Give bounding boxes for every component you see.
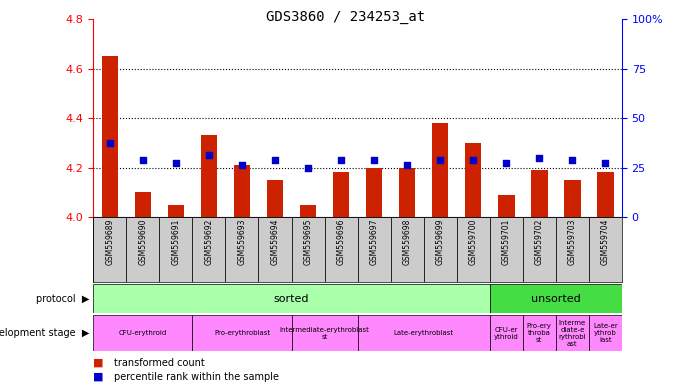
Text: transformed count: transformed count (114, 358, 205, 368)
Point (236, 162, 247, 168)
Text: GDS3860 / 234253_at: GDS3860 / 234253_at (266, 10, 425, 23)
Text: sorted: sorted (274, 293, 310, 304)
Bar (432, 123, 448, 217)
Text: ■: ■ (93, 372, 104, 382)
Text: GSM559699: GSM559699 (436, 219, 445, 265)
Bar (93, 217, 126, 282)
Text: GSM559695: GSM559695 (303, 219, 312, 265)
Bar (523, 217, 556, 282)
Bar (424, 217, 457, 282)
Bar (366, 167, 382, 217)
Bar (490, 217, 523, 282)
Text: GSM559692: GSM559692 (205, 219, 214, 265)
Text: GSM559690: GSM559690 (138, 219, 147, 265)
Text: GSM559703: GSM559703 (568, 219, 577, 265)
Bar (589, 315, 622, 351)
Bar (192, 315, 292, 351)
Bar (564, 180, 580, 217)
Bar (126, 217, 160, 282)
Text: GSM559691: GSM559691 (171, 219, 180, 265)
Point (533, 155, 545, 161)
Bar (457, 217, 490, 282)
Point (600, 159, 611, 166)
Bar (102, 56, 118, 217)
Bar (358, 315, 490, 351)
Point (468, 157, 479, 163)
Bar (490, 315, 523, 351)
Bar (93, 284, 490, 313)
Point (104, 140, 115, 146)
Text: Late-erythroblast: Late-erythroblast (394, 330, 454, 336)
Point (303, 164, 314, 170)
Bar (292, 217, 325, 282)
Point (435, 157, 446, 163)
Bar (358, 217, 390, 282)
Bar (390, 217, 424, 282)
Text: Pro-erythroblast: Pro-erythroblast (214, 330, 270, 336)
Bar (556, 217, 589, 282)
Bar (523, 315, 556, 351)
Point (269, 157, 281, 163)
Point (203, 152, 214, 158)
Bar (597, 172, 614, 217)
Bar (160, 217, 192, 282)
Text: GSM559697: GSM559697 (370, 219, 379, 265)
Bar (292, 315, 358, 351)
Text: GSM559694: GSM559694 (270, 219, 279, 265)
Text: percentile rank within the sample: percentile rank within the sample (114, 372, 279, 382)
Point (138, 157, 149, 163)
Text: Pro-ery
throba
st: Pro-ery throba st (527, 323, 551, 343)
Text: Interme
diate-e
rythrobl
ast: Interme diate-e rythrobl ast (558, 319, 586, 347)
Point (501, 159, 512, 166)
Bar (531, 170, 547, 217)
Bar (465, 143, 482, 217)
Text: GSM559689: GSM559689 (105, 219, 114, 265)
Text: GSM559693: GSM559693 (238, 219, 247, 265)
Text: development stage  ▶: development stage ▶ (0, 328, 90, 338)
Bar (267, 180, 283, 217)
Bar (225, 217, 258, 282)
Text: GSM559698: GSM559698 (403, 219, 412, 265)
Text: GSM559700: GSM559700 (468, 219, 477, 265)
Bar (333, 172, 350, 217)
Bar (93, 315, 192, 351)
Bar (168, 205, 184, 217)
Point (567, 157, 578, 163)
Text: GSM559701: GSM559701 (502, 219, 511, 265)
Text: Late-er
ythrob
last: Late-er ythrob last (593, 323, 618, 343)
Text: GSM559704: GSM559704 (601, 219, 610, 265)
Bar (192, 217, 225, 282)
Point (336, 157, 347, 163)
Bar (325, 217, 358, 282)
Text: protocol  ▶: protocol ▶ (37, 293, 90, 304)
Bar (135, 192, 151, 217)
Bar (234, 165, 250, 217)
Text: CFU-er
ythroid: CFU-er ythroid (494, 327, 519, 339)
Bar (490, 284, 622, 313)
Point (368, 157, 379, 163)
Text: unsorted: unsorted (531, 293, 580, 304)
Text: CFU-erythroid: CFU-erythroid (119, 330, 167, 336)
Bar (258, 217, 292, 282)
Bar (399, 167, 415, 217)
Bar (498, 195, 515, 217)
Point (401, 162, 413, 168)
Point (171, 159, 182, 166)
Bar (300, 205, 316, 217)
Text: GSM559702: GSM559702 (535, 219, 544, 265)
Bar (589, 217, 622, 282)
Bar (200, 136, 217, 217)
Bar (556, 315, 589, 351)
Text: Intermediate-erythroblast
st: Intermediate-erythroblast st (280, 327, 370, 339)
Text: GSM559696: GSM559696 (337, 219, 346, 265)
Text: ■: ■ (93, 358, 104, 368)
